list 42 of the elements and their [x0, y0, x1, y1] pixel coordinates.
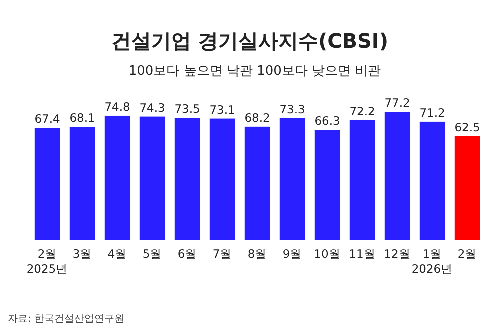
bar: [244, 126, 270, 240]
bar: [384, 112, 410, 240]
x-tick-label: 4월: [108, 247, 128, 261]
bar: [210, 118, 236, 240]
data-label: 67.4: [34, 112, 60, 126]
data-label: 77.2: [384, 96, 410, 110]
x-tick-label: 3월: [72, 247, 92, 261]
data-label: 62.5: [454, 120, 480, 134]
data-label: 66.3: [314, 114, 340, 128]
bar: [280, 118, 306, 240]
x-tick-label: 9월: [282, 247, 302, 261]
chart-subtitle: 100보다 높으면 낙관 100보다 낮으면 비관: [128, 64, 382, 79]
data-label: 71.2: [420, 106, 446, 120]
x-tick-label: 1월 2026년: [412, 247, 454, 276]
bar: [350, 120, 376, 240]
data-label: 68.1: [70, 111, 96, 126]
x-tick-label: 12월: [384, 247, 411, 261]
bar: [70, 127, 96, 240]
data-label: 73.3: [280, 102, 306, 116]
data-label: 68.2: [244, 110, 270, 125]
data-label: 74.3: [140, 100, 166, 115]
x-tick-label: 6월: [178, 247, 198, 261]
x-tick-label: 11월: [349, 247, 376, 261]
text: 자료: 한국건설산업연구원: [8, 314, 125, 325]
bar: [140, 116, 166, 240]
data-label: 72.2: [350, 104, 376, 118]
bar: [314, 130, 340, 240]
bar: [420, 122, 446, 240]
data-label: 73.5: [174, 102, 200, 116]
x-tick-label: 7월: [212, 247, 232, 261]
data-label: 74.8: [104, 100, 130, 114]
bar: [104, 116, 130, 240]
chart-title: 건설기업 경기실사지수(CBSI): [111, 29, 389, 53]
x-tick-label: 2월 2025년: [26, 247, 68, 276]
x-tick-label: 10월: [314, 247, 341, 261]
x-tick-label: 8월: [248, 247, 268, 261]
bar: [34, 128, 60, 240]
data-label: 73.1: [210, 102, 236, 117]
bar: [174, 118, 200, 240]
bar: [454, 136, 480, 240]
x-tick-label: 5월: [142, 247, 162, 261]
x-tick-label: 2월: [458, 247, 478, 261]
